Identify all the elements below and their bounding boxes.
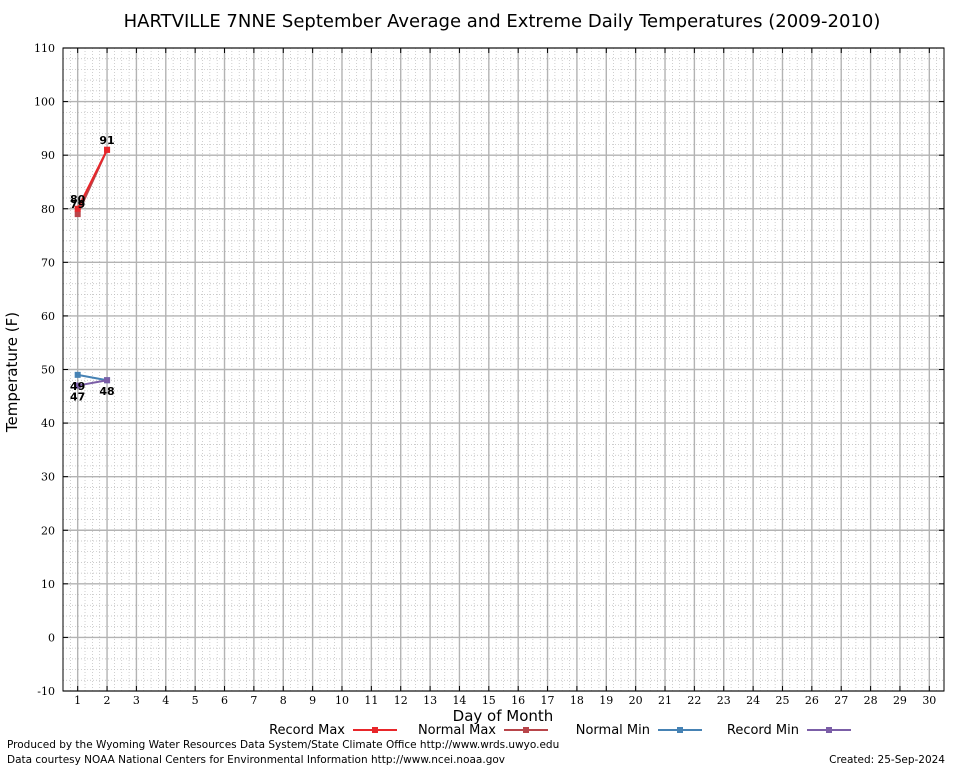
x-axis: 1 2 3 4 5 6 7 8 9 10 11 12 13 14 15 16 17 18 19 20 21 22 23 24 2… [74, 48, 936, 707]
x-tick-label: 18 [570, 694, 584, 707]
normal-min-point [74, 371, 81, 378]
legend-label-normal-max: Normal Max [418, 723, 496, 738]
x-tick-label: 4 [162, 694, 169, 707]
normal-max-data-label: 79 [70, 198, 85, 211]
y-tick-label: 80 [41, 203, 55, 216]
x-tick-label: 20 [629, 694, 643, 707]
legend-marker-normal-max [523, 727, 529, 733]
x-tick-label: 2 [104, 694, 111, 707]
x-tick-label: 28 [864, 694, 878, 707]
x-tick-label: 9 [309, 694, 316, 707]
legend-marker-normal-min [677, 727, 683, 733]
footer-produced-by: Produced by the Wyoming Water Resources … [7, 739, 559, 751]
normal-min-line [77, 373, 108, 382]
y-tick-label: 100 [34, 96, 55, 109]
x-tick-label: 1 [74, 694, 81, 707]
legend-label-record-min: Record Min [727, 723, 799, 738]
x-tick-label: 23 [717, 694, 731, 707]
x-tick-label: 8 [280, 694, 287, 707]
x-tick-label: 5 [192, 694, 199, 707]
y-tick-label: 40 [41, 417, 55, 430]
record-max-point [74, 205, 81, 212]
y-tick-label: 90 [41, 149, 55, 162]
legend-marker-record-min [826, 727, 832, 733]
x-tick-label: 14 [452, 694, 466, 707]
record-max-data-label: 80 [70, 193, 86, 206]
x-tick-label: 19 [599, 694, 613, 707]
y-axis-label: Temperature (F) [3, 312, 21, 433]
x-tick-label: 13 [423, 694, 437, 707]
y-tick-label: 50 [41, 364, 55, 377]
x-tick-label: 25 [775, 694, 789, 707]
x-tick-label: 6 [221, 694, 228, 707]
record-max-point [104, 146, 111, 153]
x-tick-label: 17 [541, 694, 555, 707]
record-min-line [77, 379, 108, 387]
x-tick-label: 15 [482, 694, 496, 707]
y-tick-label: 60 [41, 310, 55, 323]
x-tick-label: 12 [394, 694, 408, 707]
x-tick-label: 26 [805, 694, 819, 707]
x-tick-label: 30 [922, 694, 936, 707]
x-tick-label: 11 [364, 694, 378, 707]
x-tick-label: 24 [746, 694, 760, 707]
record-max-data-label: 91 [99, 134, 114, 147]
record-min-data-label: 48 [99, 385, 114, 398]
series-layer [74, 146, 111, 389]
legend-label-record-max: Record Max [269, 723, 345, 738]
y-tick-label: 70 [41, 256, 55, 269]
y-axis: -10 0 10 20 30 40 50 60 70 80 90 100 110 [34, 42, 944, 698]
legend: Record Max Normal Max Normal Min Record Min [269, 723, 851, 738]
y-tick-label: -10 [37, 685, 55, 698]
normal-max-point [74, 211, 81, 218]
footer-created-date: Created: 25-Sep-2024 [829, 754, 945, 766]
x-tick-label: 10 [335, 694, 349, 707]
record-min-point [104, 377, 111, 384]
legend-marker-record-max [372, 727, 378, 733]
legend-label-normal-min: Normal Min [576, 723, 650, 738]
record-min-point [74, 382, 81, 389]
x-tick-label: 21 [658, 694, 672, 707]
footer-data-courtesy: Data courtesy NOAA National Centers for … [7, 754, 505, 766]
x-tick-label: 3 [133, 694, 140, 707]
y-tick-label: 10 [41, 578, 55, 591]
y-tick-label: 110 [34, 42, 55, 55]
x-axis-label: Day of Month [453, 707, 554, 725]
record-max-line [76, 149, 108, 210]
x-tick-label: 29 [893, 694, 907, 707]
chart-title: HARTVILLE 7NNE September Average and Ext… [124, 11, 881, 32]
x-tick-label: 16 [511, 694, 525, 707]
y-tick-label: 30 [41, 471, 55, 484]
y-tick-label: 0 [48, 631, 55, 644]
record-min-data-label: 47 [70, 391, 85, 404]
x-tick-label: 27 [834, 694, 848, 707]
x-tick-label: 7 [250, 694, 257, 707]
x-tick-label: 22 [687, 694, 701, 707]
y-tick-label: 20 [41, 524, 55, 537]
normal-min-data-label: 49 [70, 380, 85, 393]
